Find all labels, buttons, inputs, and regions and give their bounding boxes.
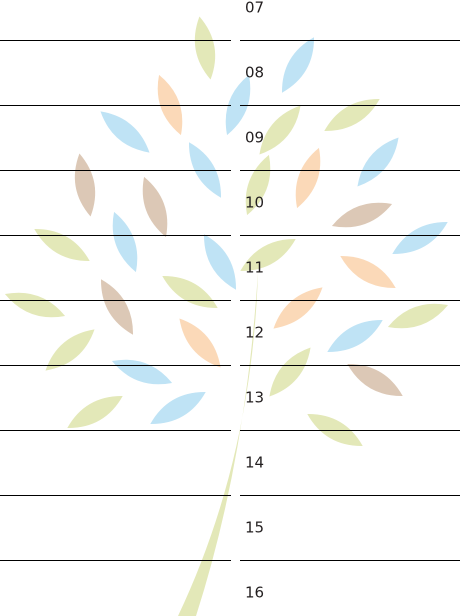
hour-label: 12 bbox=[245, 324, 264, 342]
leaf bbox=[329, 195, 396, 235]
leaf bbox=[30, 221, 95, 269]
hour-label: 09 bbox=[245, 129, 264, 147]
leaf bbox=[350, 131, 406, 192]
leaf bbox=[135, 174, 175, 241]
leaf bbox=[385, 296, 452, 336]
leaf bbox=[262, 341, 318, 402]
leaf bbox=[196, 230, 244, 295]
leaf bbox=[190, 15, 220, 81]
hour-label: 13 bbox=[245, 389, 264, 407]
leaf bbox=[343, 356, 408, 404]
hour-label: 15 bbox=[245, 519, 264, 537]
leaf bbox=[172, 312, 228, 373]
leaf bbox=[323, 312, 388, 360]
schedule: 07 08 09 10 11 12 13 14 15 16 bbox=[0, 0, 460, 616]
leaf bbox=[70, 152, 100, 218]
leaf bbox=[158, 268, 223, 316]
page: 07080910111213141516 (() => { const data… bbox=[0, 0, 460, 616]
hour-label: 16 bbox=[245, 584, 264, 602]
hour-label: 08 bbox=[245, 64, 264, 82]
leaf bbox=[388, 214, 453, 262]
hour-label: 14 bbox=[245, 454, 264, 472]
leaf bbox=[109, 352, 176, 392]
leaf bbox=[320, 91, 385, 139]
hour-label: 10 bbox=[245, 194, 264, 212]
leaf bbox=[105, 209, 145, 276]
hour-label: 11 bbox=[245, 259, 264, 277]
leaf bbox=[93, 275, 141, 340]
leaf bbox=[274, 33, 322, 98]
leaf bbox=[94, 104, 155, 160]
leaf bbox=[267, 280, 328, 336]
leaf bbox=[336, 248, 401, 296]
leaf bbox=[146, 384, 211, 432]
leaf bbox=[39, 322, 100, 378]
leaf bbox=[63, 388, 128, 436]
hour-label: 07 bbox=[245, 0, 264, 17]
leaf bbox=[2, 285, 69, 325]
leaf bbox=[288, 145, 328, 212]
